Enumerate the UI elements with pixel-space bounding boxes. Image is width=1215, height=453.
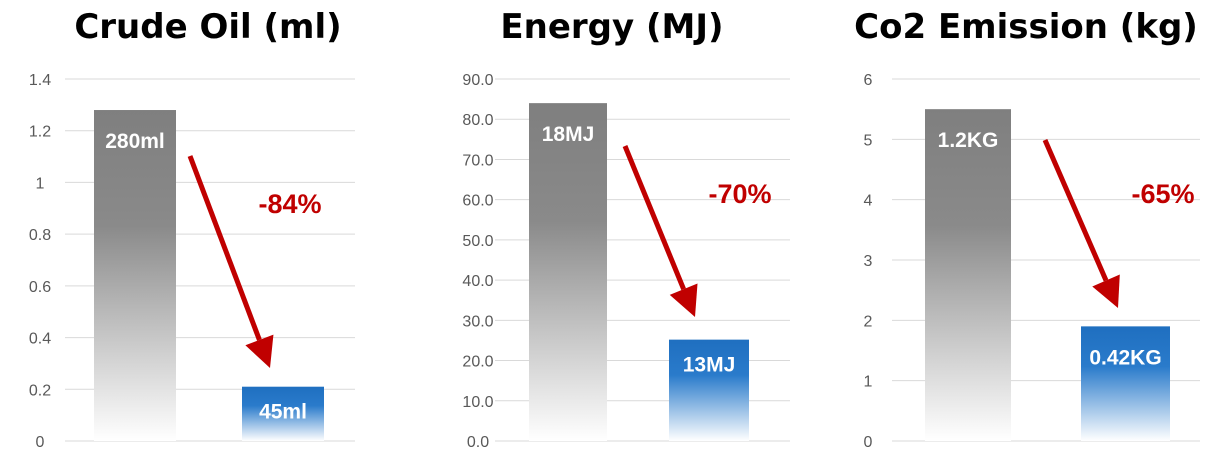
chart-title: Energy (MJ) — [500, 7, 723, 47]
arrow-head-icon — [1092, 274, 1120, 308]
arrow-head-icon — [669, 283, 698, 317]
y-tick-label: 2 — [864, 313, 873, 330]
bar-before — [529, 103, 607, 441]
y-tick-label: 0.2 — [29, 382, 51, 399]
bar-after — [669, 339, 749, 441]
bar-before — [94, 110, 176, 442]
y-tick-label: 1 — [36, 175, 45, 192]
reduction-arrow — [187, 155, 262, 341]
reduction-percent: -70% — [708, 179, 771, 209]
y-tick-label: 70.0 — [462, 152, 493, 169]
y-tick-label: 60.0 — [462, 193, 493, 210]
y-tick-label: 4 — [864, 193, 873, 210]
y-tick-label: 20.0 — [462, 354, 493, 371]
reduction-arrow — [622, 145, 686, 291]
y-tick-label: 0.4 — [29, 331, 51, 348]
chart-title: Co2 Emission (kg) — [854, 7, 1198, 47]
reduction-arrow — [1042, 139, 1109, 282]
bar-data-label: 18MJ — [542, 123, 595, 146]
y-tick-label: 40.0 — [462, 273, 493, 290]
y-tick-label: 50.0 — [462, 233, 493, 250]
bar-after — [242, 386, 324, 441]
y-tick-label: 1.4 — [29, 72, 51, 89]
y-tick-label: 3 — [864, 253, 873, 270]
y-tick-label: 30.0 — [462, 313, 493, 330]
arrow-head-icon — [245, 334, 274, 368]
y-tick-label: 0.0 — [467, 434, 489, 451]
y-tick-label: 0.8 — [29, 227, 51, 244]
bar-data-label: 1.2KG — [938, 129, 999, 152]
y-tick-label: 0 — [864, 434, 873, 451]
y-tick-label: 0 — [36, 434, 45, 451]
chart-title: Crude Oil (ml) — [74, 7, 341, 47]
y-tick-label: 5 — [864, 132, 873, 149]
bar-after — [1081, 326, 1170, 441]
chart-3: Co2 Emission (kg) 0 1 2 3 4 5 6 1.2KG 0.42KG -65% — [854, 7, 1200, 451]
bar-data-label: 280ml — [105, 130, 165, 153]
bar-data-label: 0.42KG — [1089, 346, 1161, 369]
chart-1: Crude Oil (ml) 0 0.2 0.4 0.6 0.8 1 1.2 1.4 280ml 4… — [29, 7, 355, 451]
y-tick-label: 80.0 — [462, 112, 493, 129]
reduction-percent: -84% — [258, 189, 321, 219]
bar-data-label: 13MJ — [683, 354, 736, 377]
y-tick-label: 1 — [864, 374, 873, 391]
y-tick-label: 90.0 — [462, 72, 493, 89]
bar-data-label: 45ml — [259, 401, 307, 424]
y-tick-label: 1.2 — [29, 124, 51, 141]
y-tick-label: 6 — [864, 72, 873, 89]
reduction-percent: -65% — [1131, 179, 1194, 209]
chart-2: Energy (MJ) 0.0 10.0 20.0 30.0 40.0 50.0 60.0 70… — [462, 7, 790, 451]
bar-before — [925, 109, 1011, 442]
y-tick-label: 0.6 — [29, 279, 51, 296]
y-tick-label: 10.0 — [462, 394, 493, 411]
